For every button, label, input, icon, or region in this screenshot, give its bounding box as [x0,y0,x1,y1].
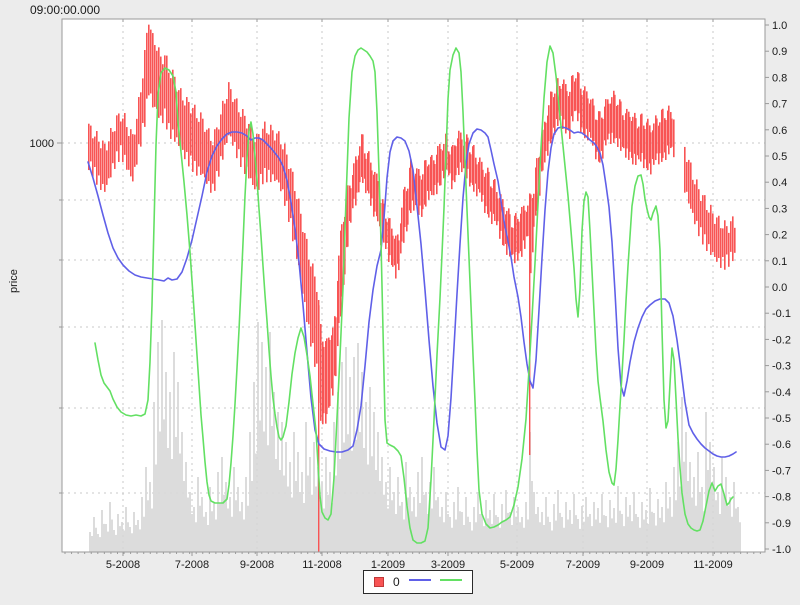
right-axis-tick-label: 0.7 [772,99,787,111]
right-axis-tick-label: -0.8 [772,492,791,504]
right-axis-tick-label: 0.8 [772,72,787,84]
x-axis-tick-label: 9-2009 [630,559,664,571]
legend-red-swatch-icon [374,577,384,587]
right-axis-tick-label: -0.3 [772,361,791,373]
right-axis-tick-label: -0.6 [772,439,791,451]
x-axis-tick-label: 11-2009 [693,559,733,571]
right-axis-tick-label: 0.5 [772,151,787,163]
right-axis-tick-label: -0.7 [772,465,791,477]
x-axis-tick-label: 7-2009 [566,559,600,571]
price-axis-label: price [7,269,20,293]
x-axis-tick-label: 7-2008 [175,559,209,571]
chart-title: 09:00:00.000 [30,3,101,17]
right-axis-tick-label: 0.2 [772,230,787,242]
price-axis-tick-label: 1000 [30,138,54,150]
legend-green-line-icon [439,579,462,581]
x-axis-tick-label: 5-2008 [106,559,140,571]
right-axis-tick-label: 0.1 [772,256,787,268]
right-axis-tick-label: -0.1 [772,308,791,320]
right-axis-tick-label: -0.5 [772,413,791,425]
right-axis-tick-label: 0.0 [772,282,787,294]
right-axis-tick-label: 0.6 [772,125,787,137]
right-axis-tick-label: 0.9 [772,46,787,58]
right-axis-tick-label: 1.0 [772,20,787,32]
x-axis-tick-label: 5-2009 [500,559,534,571]
x-axis-tick-label: 3-2009 [431,559,465,571]
legend-series0-label: 0 [393,575,400,589]
right-axis-tick-label: -0.9 [772,518,791,530]
right-axis-tick-label: -0.4 [772,387,791,399]
chart-legend: 0 [363,570,473,594]
right-axis-tick-label: -1.0 [772,544,791,556]
legend-blue-line-icon [408,579,431,581]
right-axis-tick-label: -0.2 [772,334,791,346]
right-axis-tick-label: 0.4 [772,177,787,189]
right-axis-tick-label: 0.3 [772,203,787,215]
x-axis-tick-label: 1-2009 [371,559,405,571]
x-axis-tick-label: 11-2008 [302,559,342,571]
x-axis-tick-label: 9-2008 [240,559,274,571]
